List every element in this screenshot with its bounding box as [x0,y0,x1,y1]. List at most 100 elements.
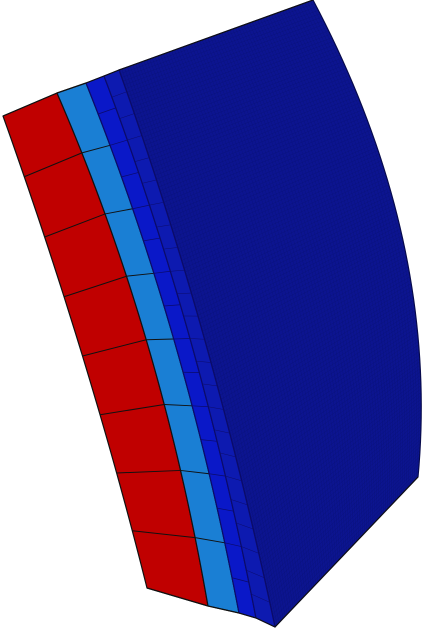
core-mesh-column [235,27,361,538]
core-mesh-column [282,10,397,501]
inner-b-element-edge [163,247,178,250]
mid-element-edge [146,338,174,341]
inner-a-element-edge [209,473,226,477]
core-mesh-column [268,15,386,512]
mid-element-edge [195,537,225,544]
inner-a-element-edge [231,577,249,583]
core-mesh-column [257,19,378,520]
core-mesh-column [238,26,364,535]
inner-b-element-edge [208,406,224,410]
inner-b-element-edge [134,157,150,162]
core-mesh-column [149,58,298,604]
core-mesh-column [301,3,413,486]
core-mesh-column [271,14,388,510]
inner-b-element-edge [236,522,254,530]
core-mesh-column [196,41,333,568]
core-mesh-column [307,1,417,482]
core-mesh-column [262,17,382,516]
core-mesh-column [185,45,325,576]
inner-b-element-edge [170,269,185,272]
core-mesh-column [138,62,290,613]
outer-element-edge [44,213,106,238]
inner-a-element-edge [132,204,150,210]
inner-b-element-edge [127,135,142,141]
core-mesh-column [249,22,372,527]
core-mesh-column [224,31,353,546]
inner-b-element-edge [119,113,135,119]
inner-b-element-edge [246,570,265,578]
inner-a-element-edge [224,542,242,547]
core-mesh-column [287,8,401,497]
core-mesh-column [141,61,292,610]
core-mesh-column [143,60,294,608]
core-mesh-column [157,55,304,598]
core-mesh-column [243,24,368,531]
inner-a-element-edge [200,439,218,442]
core-mesh-column [179,47,321,580]
inner-b-element-edge [142,179,157,184]
core-mesh-column [215,34,347,553]
core-mesh-column [129,65,284,619]
outer-element-edge [99,403,165,416]
core-mesh-column [221,32,351,548]
core-mesh-column [304,2,415,484]
core-mesh-column [279,11,395,503]
inner-b-element-edge [230,499,248,506]
core-mesh-column [285,9,399,499]
core-mesh-column [265,16,384,514]
core-mesh-column [182,46,323,578]
core-mesh-column [240,25,366,533]
outer-element-edge [116,469,181,474]
inner-a-element-edge [109,139,128,146]
core-mesh-column [135,63,288,615]
inner-a-element-edge [192,405,209,408]
core-mesh-column [251,21,374,525]
core-mesh-column [204,38,339,561]
core-mesh-column [168,51,312,589]
core-mesh-column [146,59,296,606]
core-mesh-column [229,29,357,542]
mid-element-edge [126,272,154,277]
core-mesh-column [132,64,286,617]
core-mesh-column [274,13,390,508]
inner-b-element-edge [241,546,259,554]
mid-element-edge [180,469,210,475]
inner-b-element-edge [225,475,242,482]
core-mesh-column [201,39,337,563]
core-mesh-column [127,66,282,621]
inner-b-element-edge [149,202,164,206]
core-mesh-column [213,35,345,555]
core-mesh-column [310,0,420,480]
core-mesh-column [121,68,278,625]
core-mesh-column [188,44,327,574]
inner-a-element-edge [173,338,191,340]
inner-a-element-edge [153,270,171,274]
core-mesh-column [246,23,370,529]
core-mesh-column [218,33,349,550]
mid-element-edge [81,144,111,154]
core-mesh-column [207,37,341,559]
inner-b-element-edge [196,360,211,363]
core-mesh-column [293,6,406,493]
outer-element-edge [82,339,147,357]
top-edge [2,0,314,117]
core-mesh-column [193,42,331,570]
inner-a-element-edge [98,107,116,115]
core-mesh-column [290,7,403,495]
core-mesh-column [298,4,410,488]
inner-b-element-edge [214,429,230,434]
inner-b-element-edge [189,338,205,340]
inner-b-element-edge [156,224,171,228]
core-mesh-column [226,30,355,544]
inner-a-element-edge [163,304,181,307]
core-mesh-column [276,12,392,505]
core-mesh-column [260,18,380,518]
outer-element-edge [24,152,83,178]
inner-a-element-edge [217,507,234,512]
core-mesh-column [171,50,314,587]
core-mesh-column [177,48,319,583]
bottom-edge [146,476,419,628]
core-mesh-column [163,53,308,593]
